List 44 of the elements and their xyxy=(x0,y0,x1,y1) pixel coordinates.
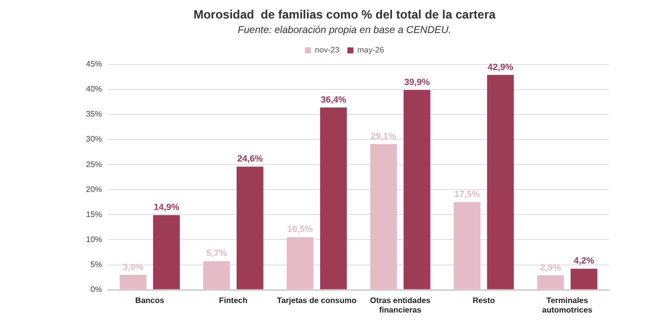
data-label: 5,7% xyxy=(206,248,227,258)
data-label: 3,0% xyxy=(122,262,144,272)
bar xyxy=(120,274,146,290)
x-tick-label: Fintech xyxy=(219,296,248,305)
bar xyxy=(570,268,598,290)
y-tick-label: 25% xyxy=(86,160,102,169)
y-tick-label: 0% xyxy=(90,285,102,294)
bar xyxy=(203,261,230,290)
y-tick-label: 30% xyxy=(86,134,102,144)
chart-title: Morosidad de familias como % del total de la cartera xyxy=(193,8,496,22)
y-tick-label: 15% xyxy=(86,210,102,219)
bar xyxy=(320,107,347,290)
bar xyxy=(404,90,430,290)
y-tick-label: 45% xyxy=(86,60,102,69)
x-tick-label: Terminales automotrices xyxy=(542,296,593,314)
y-tick-label: 40% xyxy=(86,84,102,94)
bar xyxy=(537,275,564,290)
bar xyxy=(454,202,480,290)
bar xyxy=(236,166,264,290)
bar xyxy=(370,144,397,290)
legend-label: nov-23 xyxy=(314,46,340,55)
bar xyxy=(487,74,514,290)
data-label: 42,9% xyxy=(488,62,514,72)
y-tick-label: 35% xyxy=(86,110,102,119)
y-tick-label: 10% xyxy=(86,234,102,244)
bar xyxy=(286,237,314,290)
y-tick-label: 5% xyxy=(90,260,102,269)
x-tick-label: Otras entidades financieras xyxy=(370,296,432,314)
data-label: 24,6% xyxy=(237,154,263,164)
data-label: 39,9% xyxy=(404,76,430,87)
x-tick-label: Resto xyxy=(472,296,495,305)
data-label: 29,1% xyxy=(370,131,396,142)
y-tick-label: 20% xyxy=(86,184,102,194)
data-label: 2,9% xyxy=(540,262,561,272)
chart-subtitle: Fuente: elaboración propia en base a CENDEU. xyxy=(238,25,452,36)
data-label: 17,5% xyxy=(454,189,480,200)
bar xyxy=(153,215,180,290)
x-tick-label: Bancos xyxy=(135,296,165,305)
data-label: 36,4% xyxy=(320,94,346,104)
data-label: 14,9% xyxy=(154,202,180,212)
data-label: 4,2% xyxy=(574,256,594,266)
legend-label: may-26 xyxy=(357,46,385,55)
x-tick-label: Tarjetas de consumo xyxy=(277,296,357,305)
data-label: 10,5% xyxy=(287,224,313,234)
